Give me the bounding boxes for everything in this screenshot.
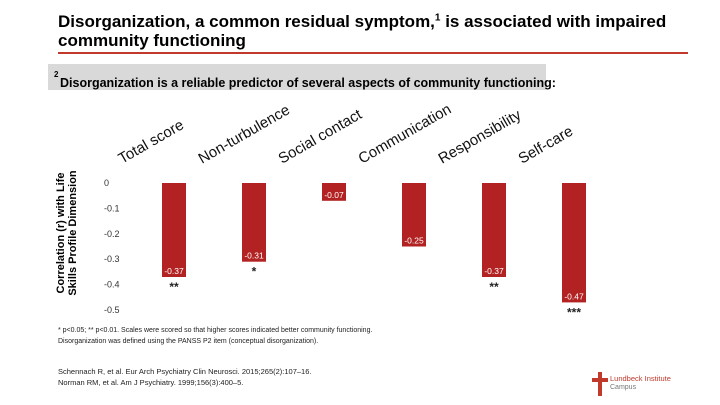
bar [162, 183, 186, 277]
reference-1: Schennach R, et al. Eur Arch Psychiatry … [58, 367, 312, 376]
category-label: Total score [116, 116, 187, 167]
bar-value-label: -0.07 [324, 190, 344, 200]
logo-line-1: Lundbeck Institute [610, 374, 671, 383]
y-tick-label: -0.3 [104, 254, 120, 264]
category-label: Self-care [516, 123, 576, 168]
y-tick-label: -0.4 [104, 280, 120, 290]
bar [242, 183, 266, 262]
logo-line-2: Campus [610, 384, 637, 391]
bar-value-label: -0.47 [564, 291, 584, 301]
footnote: * p<0.05; ** p<0.01. Scales were scored … [58, 325, 478, 347]
slide-title: Disorganization, a common residual sympt… [58, 12, 698, 50]
y-axis-title: Correlation (r) with LifeSkills Profile … [55, 170, 79, 296]
y-axis-title-line-1: Correlation (r) with Life [55, 173, 67, 294]
banner-label: Disorganization is a reliable predictor … [60, 76, 556, 90]
footnote-line-1: * p<0.05; ** p<0.01. Scales were scored … [58, 327, 373, 334]
significance-marker: *** [567, 305, 581, 319]
logo-mark-icon [592, 372, 608, 396]
bar-value-label: -0.31 [244, 251, 264, 261]
title-main: Disorganization, a common residual sympt… [58, 12, 435, 31]
significance-marker: ** [489, 280, 499, 294]
bar [482, 183, 506, 277]
references: Schennach R, et al. Eur Arch Psychiatry … [58, 366, 458, 388]
title-underline [58, 52, 688, 54]
y-tick-label: -0.5 [104, 305, 120, 315]
bar [562, 183, 586, 303]
y-tick-label: -0.1 [104, 203, 120, 213]
y-axis-title-line-2: Skills Profile Dimension [67, 170, 79, 296]
bar-value-label: -0.37 [164, 266, 184, 276]
bar [322, 183, 346, 201]
y-tick-label: 0 [104, 178, 109, 188]
company-logo: Lundbeck Institute Campus [592, 372, 712, 402]
reference-2: Norman RM, et al. Am J Psychiatry. 1999;… [58, 378, 244, 387]
banner-superscript: 2 [54, 70, 59, 79]
footnote-line-2: Disorganization was defined using the PA… [58, 338, 319, 345]
y-tick-label: -0.2 [104, 229, 120, 239]
bar-value-label: -0.25 [404, 236, 424, 246]
logo-text: Lundbeck Institute Campus [610, 374, 671, 392]
bar-value-label: -0.37 [484, 266, 504, 276]
title-superscript: 1 [434, 12, 441, 24]
significance-marker: * [252, 265, 257, 279]
bar [402, 183, 426, 247]
subtitle-banner: Disorganization is a reliable predictor … [48, 64, 556, 90]
banner-text: Disorganization is a reliable predictor … [54, 70, 556, 90]
significance-marker: ** [169, 280, 179, 294]
title-tail: is associated with impaired community fu… [58, 12, 667, 50]
